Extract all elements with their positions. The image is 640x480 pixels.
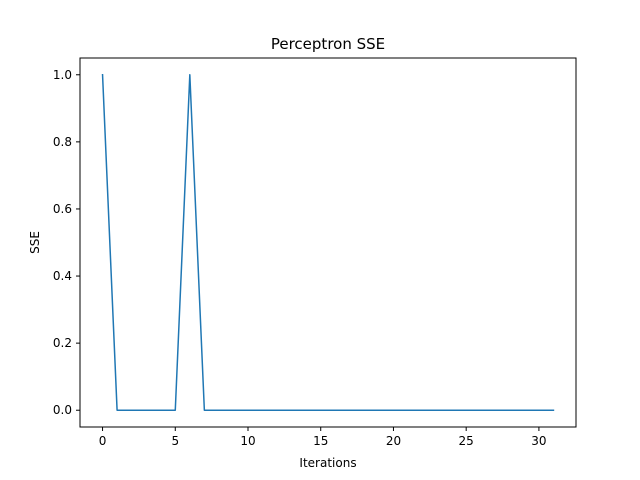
y-tick-label: 0.6 (53, 202, 72, 216)
x-tick-label: 25 (459, 434, 474, 448)
plot-frame (79, 57, 577, 428)
y-tick-label: 0.0 (53, 403, 72, 417)
x-axis-label: Iterations (299, 456, 356, 470)
x-tick-label: 10 (240, 434, 255, 448)
x-axis-ticks: 0 5 10 15 20 25 30 (99, 427, 547, 448)
x-tick-label: 15 (313, 434, 328, 448)
series-layer (101, 73, 555, 411)
y-axis-ticks: 0.0 0.2 0.4 0.6 0.8 1.0 (53, 68, 80, 417)
y-tick-label: 0.2 (53, 336, 72, 350)
x-tick-label: 30 (531, 434, 546, 448)
x-tick-label: 20 (386, 434, 401, 448)
y-tick-label: 1.0 (53, 68, 72, 82)
y-axis-label: SSE (28, 231, 42, 254)
y-tick-label: 0.4 (53, 269, 72, 283)
x-tick-label: 0 (99, 434, 107, 448)
chart-title: Perceptron SSE (271, 35, 385, 53)
x-tick-label: 5 (171, 434, 179, 448)
series-line-0 (101, 73, 555, 411)
y-tick-label: 0.8 (53, 135, 72, 149)
